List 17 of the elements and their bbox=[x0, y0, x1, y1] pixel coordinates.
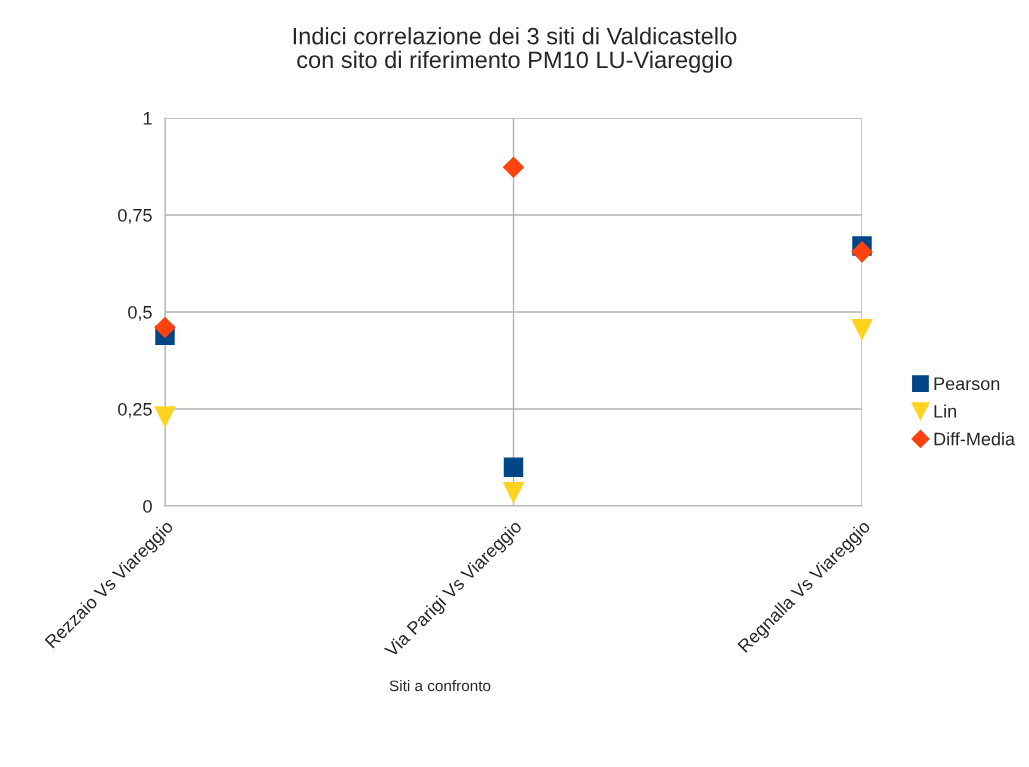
point bbox=[154, 406, 176, 428]
point bbox=[154, 317, 176, 339]
point bbox=[503, 457, 524, 477]
y-tick-label: 0,5 bbox=[128, 305, 152, 321]
legend-label: Pearson bbox=[934, 377, 1000, 391]
point bbox=[851, 319, 873, 340]
chart-title: Indici correlazione dei 3 siti di Valdicastello con sito di riferimento PM10 LU-Viareggio bbox=[293, 27, 737, 73]
legend-label: Lin bbox=[934, 404, 957, 418]
legend-label: Diff-Media bbox=[934, 432, 1016, 446]
y-tick-label: 0,25 bbox=[118, 402, 152, 418]
point bbox=[502, 156, 525, 178]
x-axis-title: Siti a confronto bbox=[389, 679, 491, 692]
y-tick-label: 1 bbox=[143, 112, 152, 125]
point bbox=[503, 482, 524, 503]
y-tick-label: 0,75 bbox=[118, 208, 152, 224]
y-tick-label: 0 bbox=[143, 499, 152, 513]
point bbox=[851, 241, 873, 263]
